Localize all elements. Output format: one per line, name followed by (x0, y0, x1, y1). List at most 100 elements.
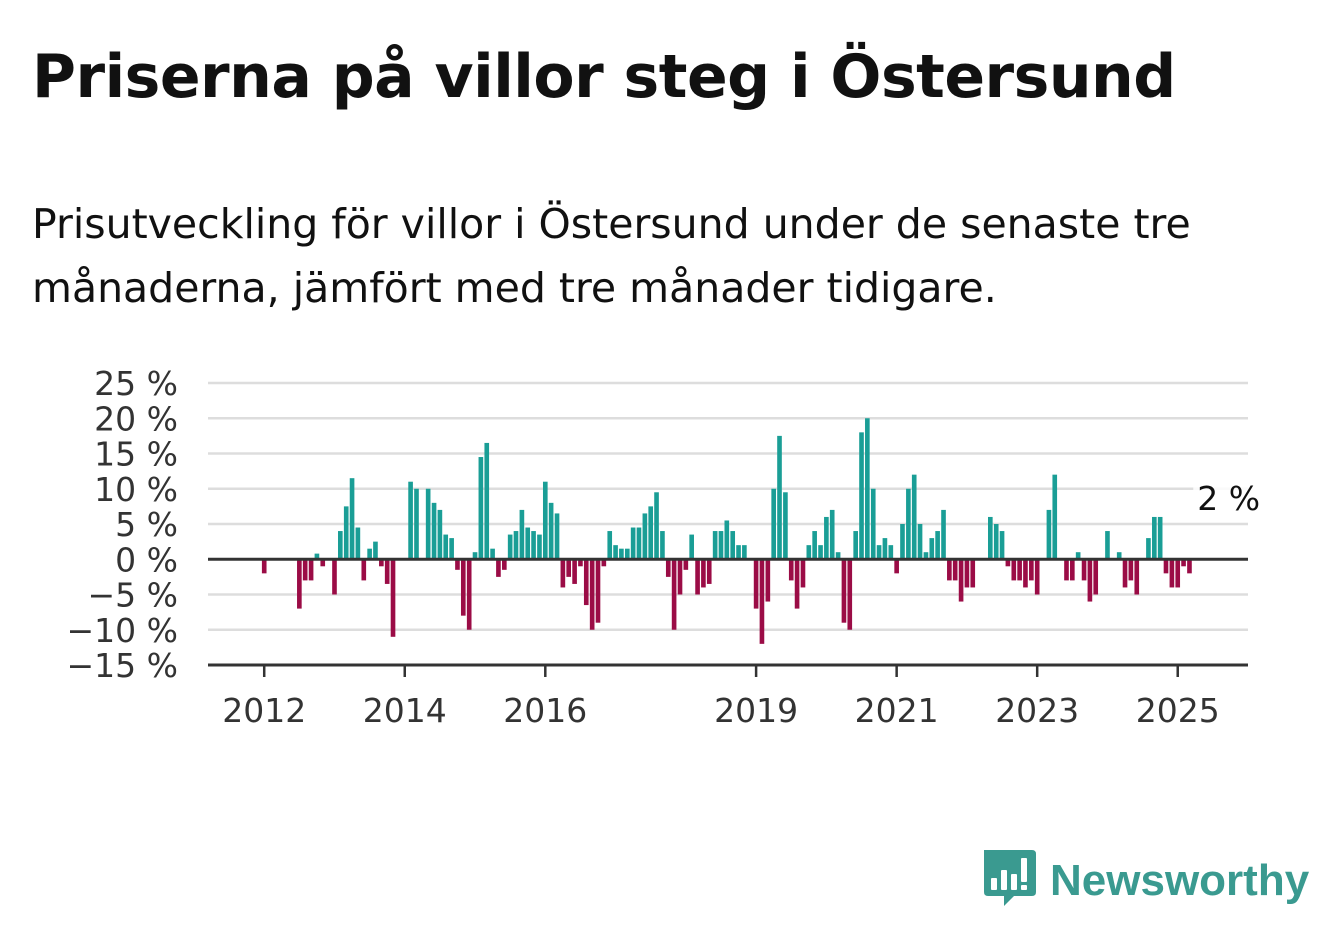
bar (460, 559, 466, 616)
bar (349, 478, 355, 560)
bar (865, 418, 870, 560)
bar (677, 559, 683, 595)
bar (859, 432, 864, 560)
bar (683, 559, 689, 570)
annotation-background (1193, 480, 1256, 519)
bar (964, 559, 970, 588)
bar (829, 509, 835, 560)
bar (1146, 538, 1151, 560)
bar (502, 559, 507, 570)
bar (519, 509, 525, 560)
bar (800, 559, 806, 588)
bar (718, 531, 724, 560)
bar (952, 559, 958, 581)
bar (759, 559, 765, 644)
bar (466, 559, 472, 630)
bar (788, 559, 794, 581)
bar (870, 488, 876, 560)
bar (806, 545, 812, 560)
bar (958, 559, 964, 602)
x-tick-label: 2016 (503, 691, 587, 730)
bar (338, 531, 343, 560)
bar (824, 516, 829, 560)
y-tick-label: 25 % (94, 364, 178, 403)
bar (583, 559, 589, 606)
bar (531, 531, 536, 560)
bar (595, 559, 601, 623)
newsworthy-logo-icon (982, 848, 1038, 914)
bar (261, 559, 267, 574)
bar (320, 559, 326, 567)
bar (648, 506, 654, 560)
x-tick-label: 2025 (1136, 691, 1220, 730)
bar (443, 534, 449, 560)
bar (941, 509, 946, 560)
bar (917, 524, 923, 560)
bar (1093, 559, 1099, 595)
y-axis-labels: 25 %20 %15 %10 %5 %0 %−5 %−10 %−15 % (67, 364, 179, 685)
bar (689, 534, 694, 560)
bar (935, 531, 940, 560)
bar (1157, 516, 1163, 560)
bar (355, 527, 361, 560)
bar (472, 552, 478, 560)
x-tick-label: 2019 (714, 691, 798, 730)
bar (1081, 559, 1087, 581)
bar (390, 559, 396, 637)
bar (841, 559, 847, 623)
bar (835, 552, 841, 560)
bar (706, 559, 712, 584)
y-tick-label: −10 % (67, 611, 179, 650)
bar (847, 559, 853, 630)
bar (1116, 552, 1122, 560)
bar (379, 559, 384, 567)
bar (554, 513, 560, 560)
chart-subtitle: Prisutveckling för villor i Östersund un… (32, 200, 1191, 312)
bar (478, 457, 484, 560)
bar (1005, 559, 1011, 567)
bar (923, 552, 929, 560)
bar (1070, 559, 1075, 581)
bar (665, 559, 671, 577)
y-tick-label: −5 % (88, 576, 179, 615)
bar (314, 553, 320, 560)
bar (970, 559, 976, 588)
bar (894, 559, 899, 574)
bar (297, 559, 302, 609)
bar (630, 527, 636, 560)
bar (818, 545, 823, 560)
bar (1029, 559, 1034, 581)
bar (712, 531, 718, 560)
bar (888, 545, 894, 560)
bar (566, 559, 572, 577)
bar (701, 559, 706, 588)
bar (947, 559, 952, 581)
bar (1163, 559, 1169, 574)
bar (929, 538, 935, 560)
bar (724, 520, 730, 560)
bar (906, 488, 911, 560)
x-tick-label: 2023 (995, 691, 1079, 730)
bar (853, 531, 858, 560)
bar (525, 527, 531, 560)
bar (1105, 531, 1110, 560)
bar (636, 527, 642, 560)
bar (373, 541, 378, 560)
x-tick-label: 2012 (222, 691, 306, 730)
bar (414, 488, 419, 560)
bar (660, 531, 665, 560)
annotation-label: 2 % (1197, 479, 1260, 518)
bar (384, 559, 390, 584)
bar (1181, 559, 1186, 567)
bar (671, 559, 677, 630)
bar (1017, 559, 1022, 581)
brand: Newsworthy (982, 848, 1309, 914)
bar (695, 559, 700, 595)
bar (1187, 559, 1192, 574)
bar (449, 538, 454, 560)
bar (507, 534, 513, 560)
bar (771, 488, 776, 560)
bar (455, 559, 460, 570)
x-tick-label: 2014 (363, 691, 447, 730)
bar (1052, 474, 1058, 560)
